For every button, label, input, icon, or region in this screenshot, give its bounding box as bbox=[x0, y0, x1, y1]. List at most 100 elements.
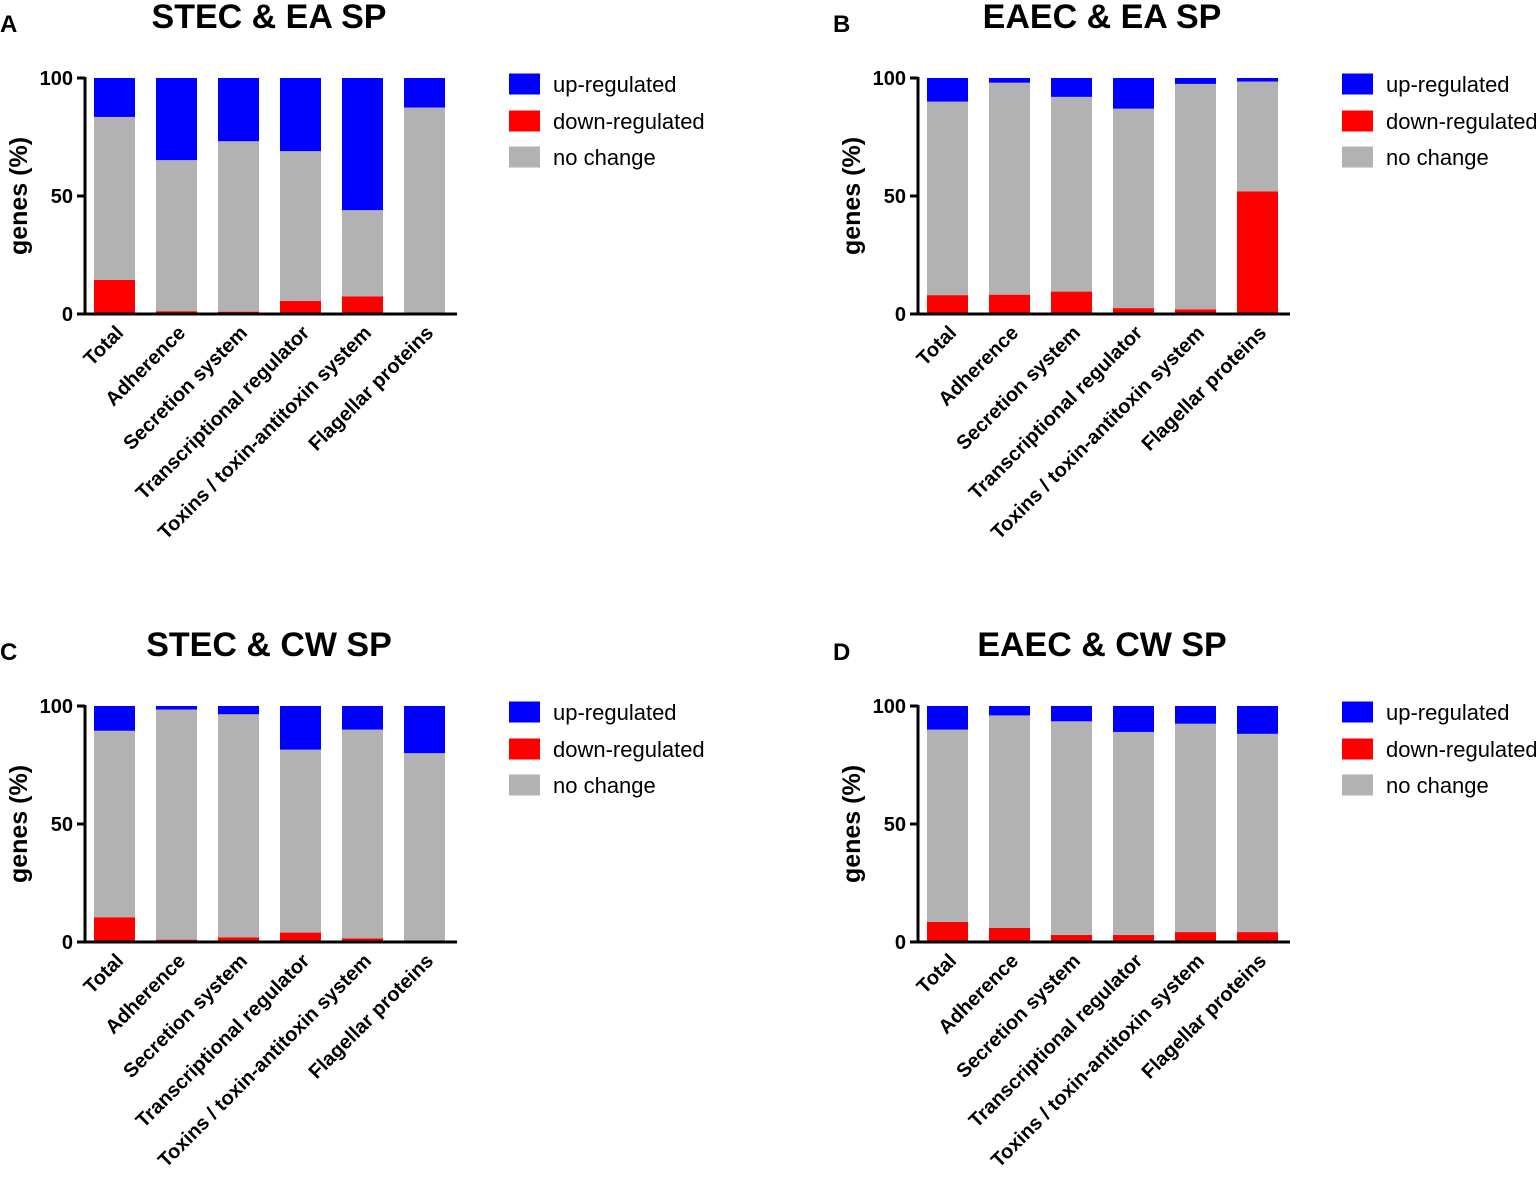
legend-label-nochange: no change bbox=[553, 773, 656, 798]
x-tick-label-total: Total bbox=[913, 322, 961, 370]
bar-up-regulated-transcriptional-regulator bbox=[1113, 78, 1154, 109]
bar-down-regulated-flagellar-proteins bbox=[1237, 191, 1278, 314]
legend-swatch-nochange bbox=[509, 774, 540, 796]
y-tick-label-0: 0 bbox=[62, 932, 73, 954]
bar-no-change-transcriptional-regulator bbox=[280, 749, 321, 933]
bar-no-change-total bbox=[94, 730, 135, 918]
legend-swatch-up bbox=[509, 701, 540, 723]
legend-label-nochange: no change bbox=[1386, 773, 1489, 798]
bar-no-change-flagellar-proteins bbox=[404, 753, 445, 942]
bar-down-regulated-toxins-toxin-antitoxin-system bbox=[1175, 932, 1216, 942]
bar-up-regulated-flagellar-proteins bbox=[404, 78, 445, 108]
bar-no-change-adherence bbox=[989, 715, 1030, 928]
bar-up-regulated-secretion-system bbox=[1051, 78, 1092, 97]
bar-down-regulated-secretion-system bbox=[1051, 934, 1092, 942]
legend-label-down: down-regulated bbox=[1386, 737, 1536, 762]
y-tick-label-50: 50 bbox=[884, 814, 906, 836]
bar-no-change-adherence bbox=[156, 709, 197, 940]
bar-up-regulated-adherence bbox=[156, 706, 197, 710]
legend-label-down: down-regulated bbox=[1386, 109, 1536, 134]
legend-label-down: down-regulated bbox=[553, 109, 705, 134]
bar-no-change-toxins-toxin-antitoxin-system bbox=[342, 210, 383, 297]
bar-up-regulated-transcriptional-regulator bbox=[1113, 706, 1154, 732]
y-axis-label: genes (%) bbox=[5, 137, 33, 255]
y-tick-label-50: 50 bbox=[51, 814, 73, 836]
y-axis-label: genes (%) bbox=[5, 765, 33, 883]
bar-up-regulated-transcriptional-regulator bbox=[280, 78, 321, 152]
y-tick-label-0: 0 bbox=[62, 304, 73, 326]
bar-no-change-adherence bbox=[989, 82, 1030, 295]
bar-no-change-secretion-system bbox=[1051, 721, 1092, 935]
bar-up-regulated-toxins-toxin-antitoxin-system bbox=[342, 78, 383, 211]
bar-up-regulated-adherence bbox=[989, 78, 1030, 83]
bar-down-regulated-toxins-toxin-antitoxin-system bbox=[342, 296, 383, 314]
panel-letter: D bbox=[833, 639, 850, 666]
y-tick-label-50: 50 bbox=[884, 186, 906, 208]
bar-down-regulated-total bbox=[927, 295, 968, 314]
bar-down-regulated-secretion-system bbox=[218, 937, 259, 942]
panel-letter: C bbox=[0, 639, 17, 666]
bar-no-change-total bbox=[927, 101, 968, 296]
bar-down-regulated-total bbox=[94, 279, 135, 314]
chart-title: EAEC & CW SP bbox=[977, 626, 1226, 664]
x-tick-label-total: Total bbox=[80, 950, 128, 998]
legend-swatch-nochange bbox=[1342, 774, 1373, 796]
legend-swatch-up bbox=[1342, 73, 1373, 95]
legend-swatch-down bbox=[1342, 110, 1373, 132]
bar-up-regulated-secretion-system bbox=[218, 706, 259, 715]
bar-up-regulated-total bbox=[94, 78, 135, 117]
panel-letter: B bbox=[833, 11, 850, 38]
chart-title: STEC & CW SP bbox=[146, 626, 392, 664]
y-tick-label-50: 50 bbox=[51, 186, 73, 208]
y-axis-label: genes (%) bbox=[838, 765, 866, 883]
bar-up-regulated-flagellar-proteins bbox=[404, 706, 445, 754]
bar-no-change-flagellar-proteins bbox=[1237, 81, 1278, 192]
bar-no-change-secretion-system bbox=[218, 141, 259, 312]
bar-up-regulated-total bbox=[94, 706, 135, 731]
bar-up-regulated-secretion-system bbox=[1051, 706, 1092, 722]
bar-no-change-transcriptional-regulator bbox=[1113, 108, 1154, 309]
chart-title: STEC & EA SP bbox=[152, 0, 387, 36]
bar-no-change-adherence bbox=[156, 160, 197, 312]
y-tick-label-100: 100 bbox=[40, 696, 73, 718]
x-tick-label-total: Total bbox=[913, 950, 961, 998]
bar-down-regulated-transcriptional-regulator bbox=[280, 301, 321, 314]
legend-label-nochange: no change bbox=[1386, 145, 1489, 170]
bar-down-regulated-transcriptional-regulator bbox=[1113, 934, 1154, 942]
bar-down-regulated-total bbox=[927, 921, 968, 942]
y-tick-label-100: 100 bbox=[40, 68, 73, 90]
bar-no-change-total bbox=[94, 116, 135, 280]
y-tick-label-0: 0 bbox=[895, 932, 906, 954]
bar-up-regulated-secretion-system bbox=[218, 78, 259, 142]
legend-label-up: up-regulated bbox=[553, 72, 677, 97]
legend-label-up: up-regulated bbox=[1386, 700, 1510, 725]
bar-no-change-flagellar-proteins bbox=[1237, 733, 1278, 933]
legend-swatch-down bbox=[1342, 738, 1373, 760]
bar-up-regulated-transcriptional-regulator bbox=[280, 706, 321, 750]
bar-down-regulated-flagellar-proteins bbox=[1237, 932, 1278, 942]
y-tick-label-100: 100 bbox=[873, 68, 906, 90]
bar-no-change-flagellar-proteins bbox=[404, 107, 445, 314]
legend-label-down: down-regulated bbox=[553, 737, 705, 762]
bar-up-regulated-toxins-toxin-antitoxin-system bbox=[1175, 706, 1216, 724]
bar-no-change-transcriptional-regulator bbox=[280, 151, 321, 302]
bar-up-regulated-total bbox=[927, 706, 968, 730]
bar-up-regulated-toxins-toxin-antitoxin-system bbox=[342, 706, 383, 730]
bar-up-regulated-flagellar-proteins bbox=[1237, 78, 1278, 82]
x-tick-label-total: Total bbox=[80, 322, 128, 370]
bar-down-regulated-total bbox=[94, 917, 135, 942]
bar-down-regulated-toxins-toxin-antitoxin-system bbox=[1175, 309, 1216, 314]
legend-swatch-down bbox=[509, 738, 540, 760]
bar-no-change-toxins-toxin-antitoxin-system bbox=[1175, 83, 1216, 310]
legend-label-up: up-regulated bbox=[553, 700, 677, 725]
bar-up-regulated-adherence bbox=[156, 78, 197, 161]
bar-no-change-transcriptional-regulator bbox=[1113, 731, 1154, 935]
bar-up-regulated-adherence bbox=[989, 706, 1030, 716]
legend-swatch-down bbox=[509, 110, 540, 132]
bar-no-change-secretion-system bbox=[1051, 96, 1092, 292]
bar-down-regulated-toxins-toxin-antitoxin-system bbox=[342, 938, 383, 942]
